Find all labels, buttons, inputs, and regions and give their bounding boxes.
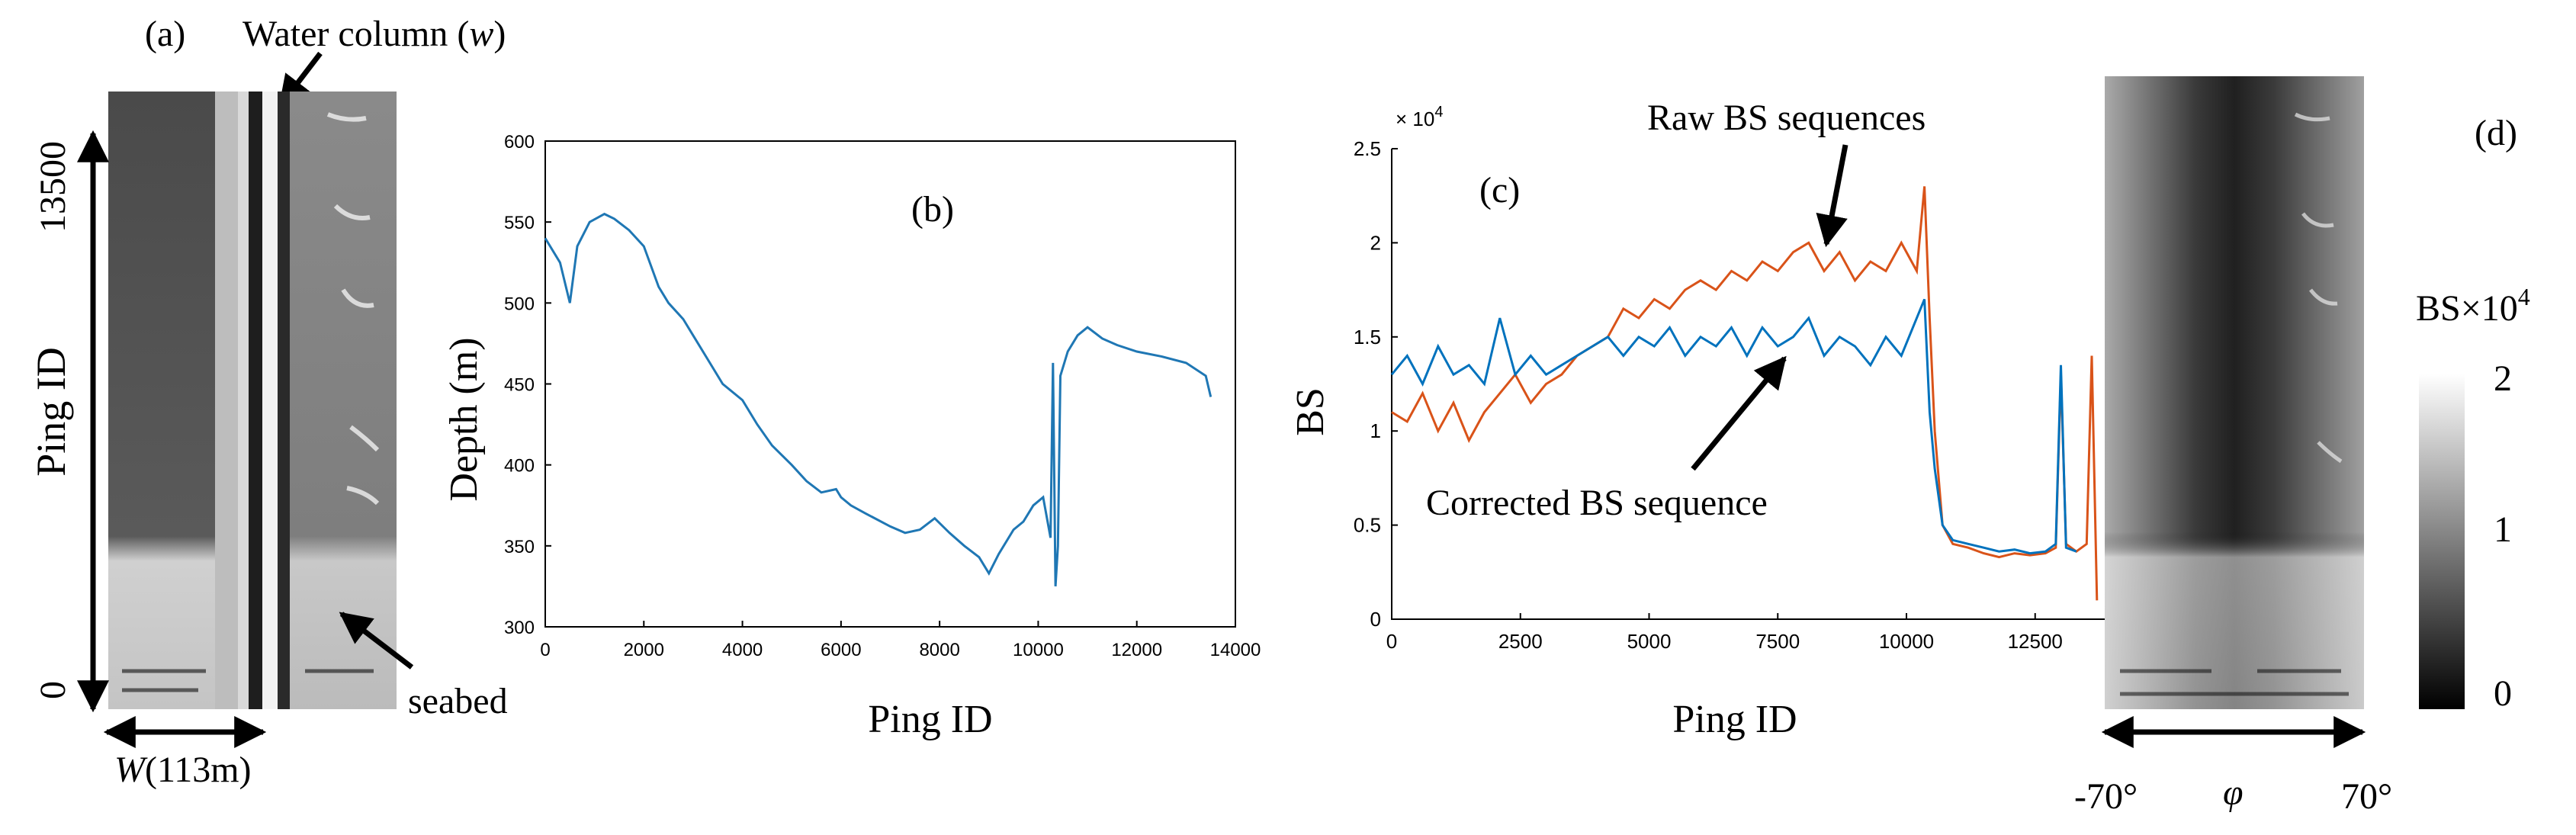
panel-b-xtick-label: 14000 [1210,640,1261,660]
colorbar-title: BS×104 [2416,283,2530,329]
panel-c-raw-line [1391,186,2099,601]
annotation-corrected-arrow [1691,355,1787,471]
annotation-raw-arrow [1816,144,1848,248]
panel-d-label: (d) [2475,113,2517,153]
panel-b-xtick-label: 2000 [624,640,664,660]
width-label: W(113m) [114,750,252,790]
panel-a-y-bottom: 0 [33,681,73,699]
panel-c-xtick-label: 2500 [1498,630,1543,653]
panel-b-ytick-label: 350 [504,537,535,557]
panel-c-y-label: BS [1289,387,1332,436]
panel-b-xtick-label: 12000 [1111,640,1162,660]
panel-b-ytick-label: 500 [504,294,535,314]
panel-c-ytick-label: 0.5 [1354,514,1381,537]
panel-c-ytick-label: 1 [1370,419,1381,442]
colorbar [2419,374,2465,709]
sonar-image-right [290,92,397,709]
panel-c-ytick-label: 2 [1370,231,1381,254]
sonar-image-gap [215,92,238,709]
panel-b-chart: 0 2000 4000 6000 8000 10000 12000 14000 300 350 40… [442,132,1261,741]
panel-c-y-multiplier: × 104 [1396,104,1443,130]
annotation-corrected: Corrected BS sequence [1426,483,1768,523]
panel-c-ytick-label: 0 [1370,608,1381,631]
panel-c-xtick-label: 5000 [1627,630,1672,653]
panel-b-ytick-label: 550 [504,213,535,233]
panel-c-corrected-line [1390,298,2077,555]
sonar-image-left [108,92,215,709]
colorbar-tick-2: 2 [2494,358,2512,399]
panel-b-label: (b) [911,189,954,230]
panel-b-x-label: Ping ID [868,698,992,741]
panel-c-xtick-label: 0 [1386,630,1397,653]
panel-b-ytick-label: 300 [504,618,535,638]
panel-c-chart: 0 2500 5000 7500 10000 12500 0 0.5 1 1.5 2 2.5 × 10… [1289,98,2112,741]
panel-b-xtick-label: 4000 [722,640,763,660]
angle-left-label: -70° [2074,776,2138,817]
panel-c-axes [1391,149,2112,620]
panel-a-label: (a) [145,14,185,54]
angle-right-label: 70° [2341,776,2392,817]
water-column-strip [262,92,278,709]
panel-b-ytick-label: 450 [504,375,535,396]
seabed-arrow [339,612,414,670]
angle-symbol: φ [2223,772,2244,813]
panel-b-xtick-label: 8000 [919,640,959,660]
panel-b-xtick-label: 0 [540,640,550,660]
panel-b-y-label: Depth (m) [442,337,486,501]
panel-d: (d) -70° φ 70° BS×104 2 1 0 [2074,76,2530,817]
panel-b-ytick-label: 600 [504,132,535,153]
panel-c-xtick-label: 7500 [1755,630,1800,653]
panel-b-axes-frame [544,140,1236,628]
panel-b-depth-line [544,212,1213,586]
seabed-label: seabed [408,681,508,721]
panel-c-x-label: Ping ID [1672,698,1797,741]
panel-c-ytick-label: 1.5 [1354,326,1381,348]
panel-a-y-label: Ping ID [28,347,74,477]
water-column-label: Water column (w) [243,14,506,54]
panel-c-ytick-label: 2.5 [1354,137,1381,160]
panel-c-xtick-label: 10000 [1879,630,1934,653]
panel-a: (a) Water column (w) Ping ID 13500 0 W(1… [28,14,508,790]
panel-b-ytick-label: 400 [504,456,535,477]
annotation-raw: Raw BS sequences [1647,98,1926,138]
panel-a-y-top: 13500 [33,141,73,233]
panel-b-xtick-label: 10000 [1013,640,1064,660]
panel-c-xtick-label: 12500 [2008,630,2063,653]
panel-b-xtick-label: 6000 [821,640,861,660]
colorbar-tick-0: 0 [2494,673,2512,714]
panel-c-label: (c) [1479,170,1520,210]
colorbar-tick-1: 1 [2494,509,2512,550]
